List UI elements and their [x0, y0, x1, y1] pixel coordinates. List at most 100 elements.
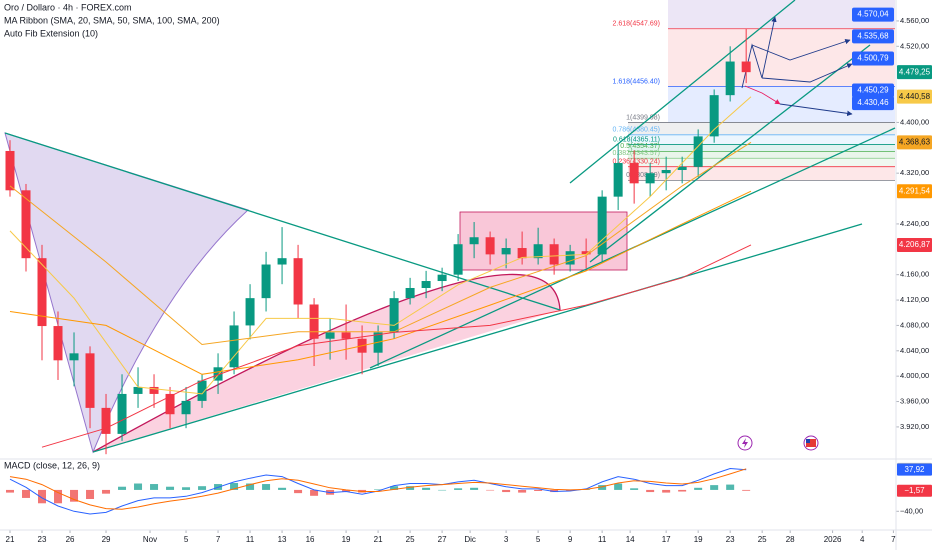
fib-label: 0(4308.69) — [626, 172, 660, 179]
x-tick-label: 26 — [66, 535, 75, 544]
candle-body — [117, 393, 127, 434]
price-mark — [852, 29, 894, 44]
trend-line — [589, 44, 871, 263]
histogram-bar — [198, 486, 207, 490]
axis-tag — [897, 65, 932, 80]
arc-drawing — [92, 273, 561, 453]
axis-tag — [897, 135, 932, 150]
projection-arrow — [779, 103, 853, 117]
candle-body — [293, 258, 303, 305]
x-tick-label: 27 — [438, 535, 447, 544]
histogram-bar — [182, 487, 191, 490]
fib-zone — [628, 166, 895, 181]
histogram-bar — [726, 484, 735, 490]
candle-body — [165, 393, 175, 415]
fib-zone — [628, 134, 895, 145]
x-tick-label: 28 — [786, 535, 795, 544]
y-tick-label: 4.560,00 — [900, 16, 929, 25]
axis-tag-label: 4.440,58 — [899, 92, 931, 101]
price-mark-label: 4.430,46 — [857, 98, 889, 107]
fib-label: 0.786(4380.45) — [613, 127, 660, 134]
candle-body — [53, 326, 63, 361]
y-tick-label: 4.080,00 — [900, 320, 929, 329]
histogram-bar — [294, 489, 303, 494]
histogram-bar — [262, 484, 271, 490]
candle-body — [309, 304, 319, 339]
trend-line — [92, 223, 863, 453]
candle-body — [741, 61, 751, 73]
x-tick-label: 7 — [891, 535, 896, 544]
axis-tag — [897, 237, 932, 252]
y-tick-label: 4.160,00 — [900, 270, 929, 279]
moving-average — [9, 141, 752, 346]
histogram-bar — [422, 487, 431, 490]
histogram-bar — [342, 489, 351, 492]
fib-zone — [628, 151, 895, 159]
x-tick-label: 3 — [504, 535, 509, 544]
axis-tag-label: 4.368,63 — [899, 137, 931, 146]
x-tick-label: 5 — [536, 535, 541, 544]
projection-arrow — [744, 85, 781, 105]
symbol-title: Oro / Dollaro · 4h · FOREX.com — [4, 2, 132, 12]
candle-body — [277, 258, 287, 265]
x-tick-label: 9 — [568, 535, 573, 544]
y-tick-label: 4.520,00 — [900, 41, 929, 50]
x-tick-label: 2026 — [824, 535, 842, 544]
candle-body — [213, 367, 223, 381]
x-tick-label: 21 — [374, 535, 383, 544]
candle-body — [69, 353, 79, 361]
axis-tag — [897, 89, 932, 104]
legend: Oro / Dollaro · 4h · FOREX.com MA Ribbon… — [4, 2, 220, 470]
histogram-bar — [694, 487, 703, 490]
x-tick-label: 19 — [342, 535, 351, 544]
axis-tag — [897, 463, 932, 476]
axis-tag-label: 4.206,87 — [899, 240, 931, 249]
macd-title: MACD (close, 12, 26, 9) — [4, 460, 100, 470]
x-tick-label: 29 — [102, 535, 111, 544]
axis-tag-label: 4.291,54 — [899, 186, 931, 195]
histogram-bar — [630, 488, 639, 490]
x-tick-label: 17 — [662, 535, 671, 544]
y-tick-label: 4.000,00 — [900, 371, 929, 380]
candle-body — [261, 264, 271, 299]
axis-tag — [897, 184, 932, 199]
histogram-bar — [742, 489, 751, 491]
candle-body — [469, 237, 479, 245]
candle-body — [693, 136, 703, 167]
x-tick-label: 19 — [694, 535, 703, 544]
candle-body — [405, 287, 415, 299]
axis-tag — [897, 484, 932, 497]
histogram-bar — [598, 485, 607, 490]
y-tick-label: 4.120,00 — [900, 295, 929, 304]
moving-average — [41, 244, 752, 448]
candle-body — [181, 400, 191, 415]
price-mark — [852, 96, 894, 111]
histogram-bar — [550, 489, 559, 493]
y-tick-label: 4.040,00 — [900, 346, 929, 355]
histogram-bar — [86, 489, 95, 500]
x-tick-label: 11 — [246, 535, 255, 544]
histogram-bar — [518, 489, 527, 493]
histogram-bar — [662, 489, 671, 493]
moving-average — [9, 190, 752, 375]
candle-body — [453, 244, 463, 275]
candle-body — [341, 332, 351, 339]
x-tick-label: 13 — [278, 535, 287, 544]
event-icon-glyph — [742, 438, 748, 448]
candle-body — [421, 281, 431, 288]
candle-body — [661, 170, 671, 174]
x-tick-label: Dic — [464, 535, 476, 544]
candle-body — [5, 150, 15, 191]
candle-body — [725, 61, 735, 96]
histogram-bar — [246, 483, 255, 490]
x-tick-label: 5 — [184, 535, 189, 544]
candle-body — [501, 248, 511, 255]
fib-label: 0.382(4343.57) — [613, 150, 660, 157]
price-mark — [852, 83, 894, 98]
candle-body — [485, 237, 495, 255]
flag-icon-glyph — [806, 439, 810, 443]
y-tick-label: 4.400,00 — [900, 117, 929, 126]
x-tick-label: 7 — [216, 535, 221, 544]
